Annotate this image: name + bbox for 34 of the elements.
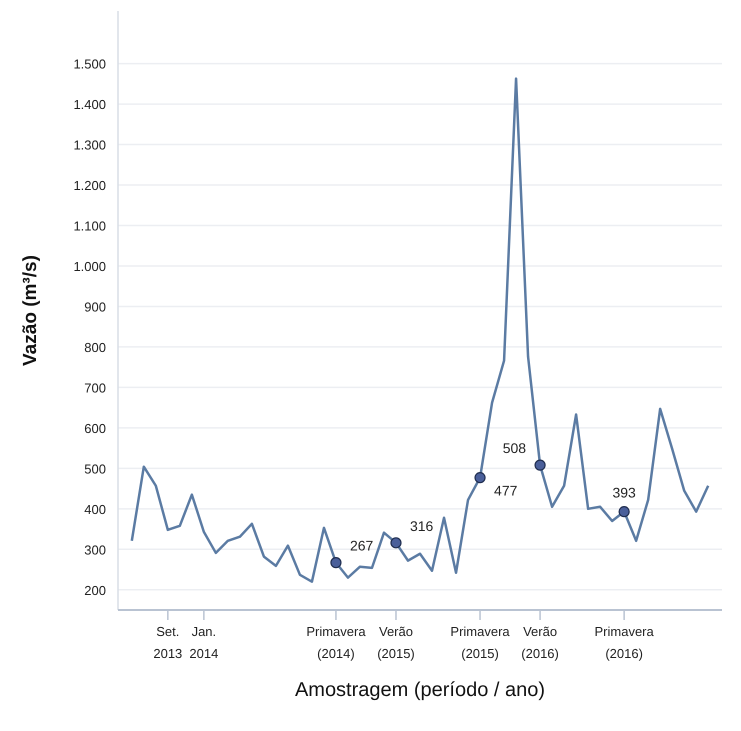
x-tick-label: Verão (2015) [377, 624, 415, 661]
data-label: 477 [494, 482, 518, 499]
y-tick-label: 700 [84, 380, 106, 396]
y-tick-label: 1.000 [73, 258, 106, 274]
y-tick-label: 200 [84, 582, 106, 598]
line-series [130, 77, 710, 583]
y-tick-label: 500 [84, 461, 106, 476]
y-tick-label: 900 [84, 299, 106, 314]
x-tick-label: Set. 2013 [153, 624, 182, 661]
y-tick-label: 400 [84, 502, 106, 517]
y-axis-title: Vazão (m³/s) [20, 255, 41, 366]
point [618, 506, 630, 518]
y-tick-label: 600 [84, 420, 106, 436]
x-tick-label: Verão (2016) [521, 624, 559, 661]
point [330, 557, 342, 568]
data-label: 316 [410, 518, 434, 534]
y-tick-label: 1.300 [73, 138, 106, 153]
data-label: 393 [612, 484, 636, 501]
data-label: 267 [350, 538, 374, 554]
point [474, 472, 486, 484]
y-tick-label: 1.400 [73, 97, 106, 112]
y-tick-label: 1.200 [73, 178, 106, 194]
y-tick-label: 1.500 [73, 56, 106, 72]
point [534, 460, 546, 471]
y-tick-label: 800 [84, 340, 106, 355]
x-tick-label: Primavera (2015) [450, 624, 510, 661]
data-label: 508 [502, 440, 526, 456]
x-tick-label: Jan. 2014 [189, 624, 218, 661]
x-axis-title: Amostragem (período / ano) [294, 679, 546, 701]
point [390, 537, 402, 548]
x-tick-label: Primavera (2016) [594, 624, 655, 661]
x-tick-label: Primavera (2014) [306, 624, 366, 661]
y-tick-label: 1.100 [73, 218, 106, 234]
y-tick-label: 300 [84, 542, 106, 558]
